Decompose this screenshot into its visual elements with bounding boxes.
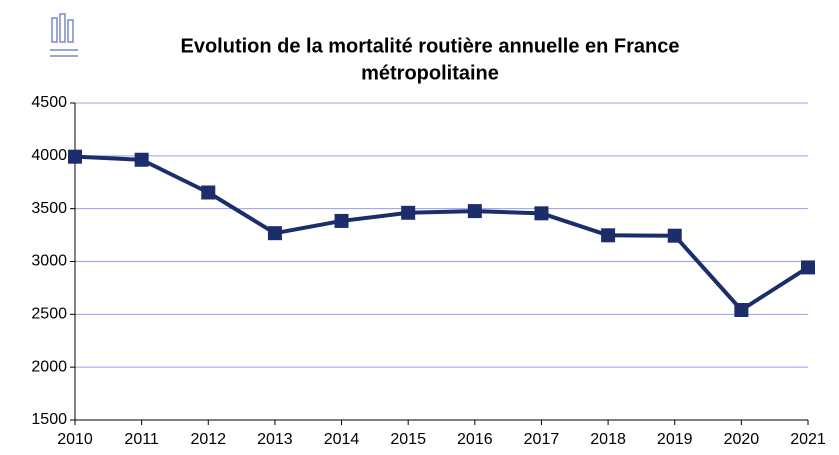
x-tick-label: 2012: [190, 431, 226, 448]
marker: [201, 185, 216, 200]
y-tick-label: 3000: [31, 253, 67, 270]
y-tick-label: 2500: [31, 306, 67, 323]
y-tick-label: 1500: [31, 411, 67, 428]
marker: [134, 152, 149, 167]
x-tick-label: 2013: [257, 431, 293, 448]
x-tick-label: 2016: [457, 431, 493, 448]
x-tick-label: 2014: [324, 431, 360, 448]
x-tick-label: 2019: [657, 431, 693, 448]
x-tick-label: 2010: [57, 431, 93, 448]
y-tick-label: 4000: [31, 147, 67, 164]
y-tick-label: 4500: [31, 94, 67, 111]
x-tick-label: 2011: [124, 431, 159, 448]
y-tick-label: 3500: [31, 200, 67, 217]
marker: [401, 205, 416, 220]
logo: [50, 13, 78, 57]
chart-title: métropolitaine: [361, 62, 499, 84]
x-tick-label: 2017: [524, 431, 560, 448]
x-tick-label: 2015: [390, 431, 426, 448]
marker: [334, 213, 349, 228]
marker: [667, 228, 682, 243]
x-tick-label: 2020: [724, 431, 760, 448]
marker: [801, 260, 815, 275]
y-tick-label: 2000: [31, 358, 67, 375]
x-tick-label: 2021: [790, 431, 826, 448]
x-tick-label: 2018: [590, 431, 626, 448]
marker: [267, 226, 282, 241]
series-line: [74, 154, 810, 313]
marker: [734, 303, 749, 318]
marker: [68, 149, 82, 164]
marker: [601, 228, 616, 243]
marker: [467, 204, 482, 219]
chart-title: Evolution de la mortalité routière annue…: [180, 35, 679, 57]
marker: [534, 206, 549, 221]
